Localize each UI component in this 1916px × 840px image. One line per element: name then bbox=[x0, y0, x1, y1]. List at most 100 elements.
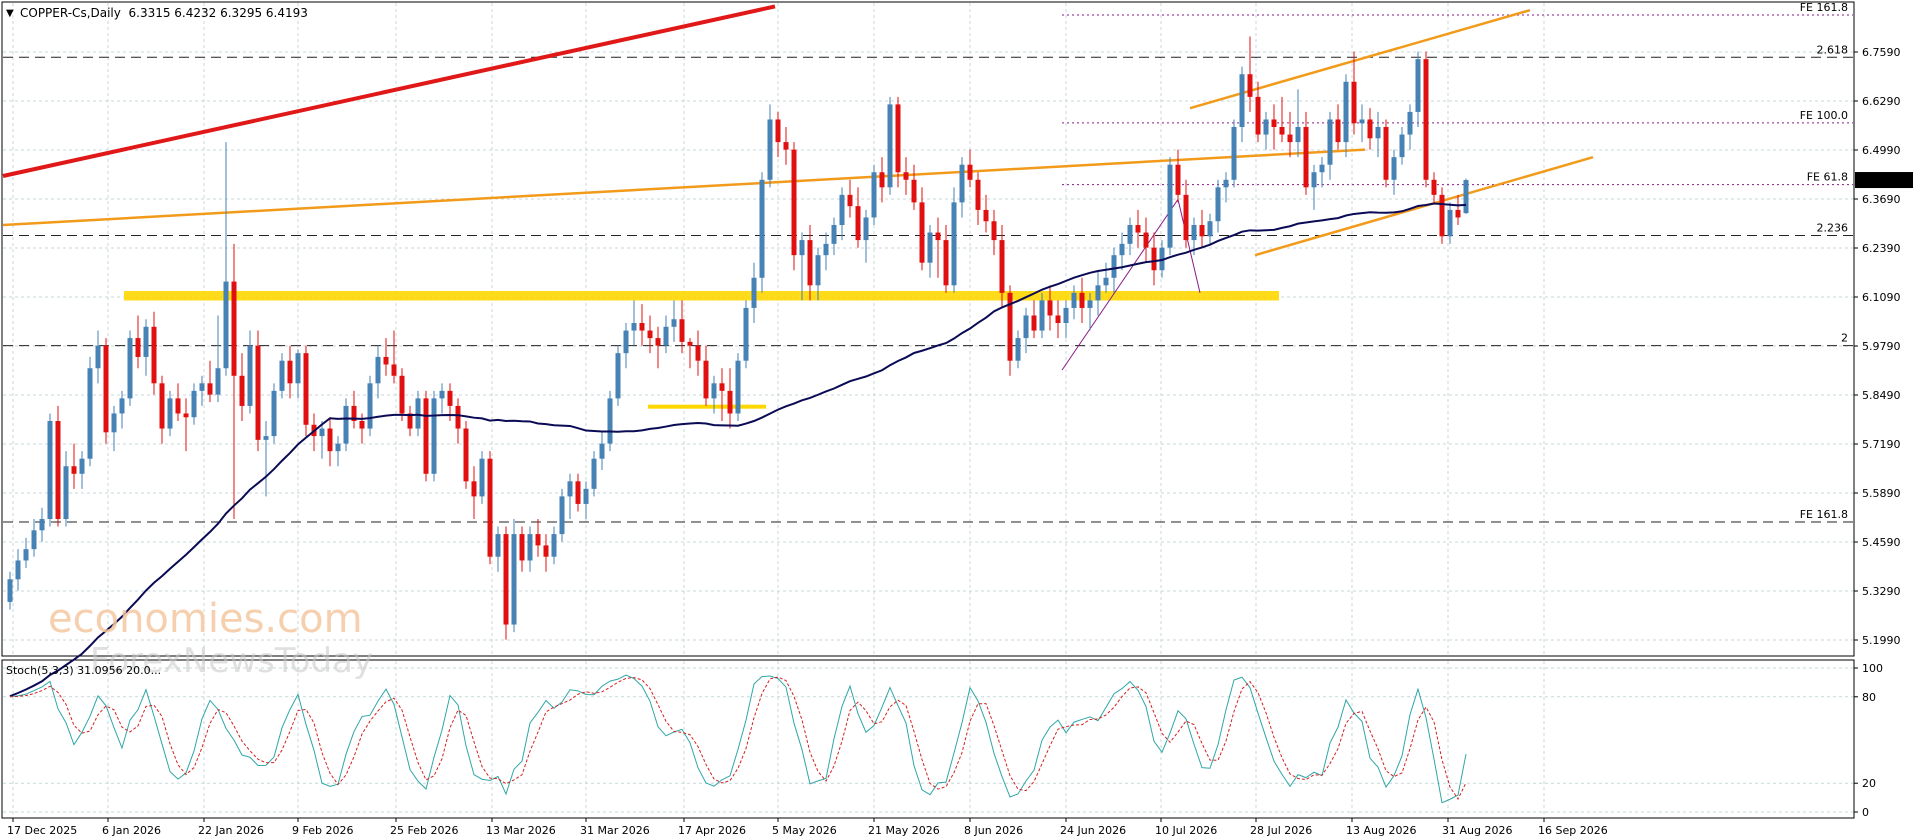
candle-bull bbox=[711, 383, 717, 399]
candle-bull bbox=[263, 436, 269, 440]
stoch-tick-label: 80 bbox=[1862, 691, 1876, 704]
candle-bull bbox=[663, 326, 669, 346]
price-tick-label: 5.1990 bbox=[1862, 634, 1901, 647]
candle-bear bbox=[471, 481, 477, 497]
candle-bear bbox=[639, 323, 645, 331]
candle-bull bbox=[527, 534, 533, 561]
candle-bear bbox=[1007, 292, 1013, 361]
price-tick-label: 5.9790 bbox=[1862, 340, 1901, 353]
price-tick-label: 6.6290 bbox=[1862, 95, 1901, 108]
price-tick-label: 6.1090 bbox=[1862, 291, 1901, 304]
time-tick-label: 22 Jan 2026 bbox=[198, 824, 264, 837]
candle-bull bbox=[751, 277, 757, 308]
price-tick-label: 6.7590 bbox=[1862, 46, 1901, 59]
candle-bull bbox=[551, 534, 557, 557]
candle-bear bbox=[239, 375, 245, 406]
level-label: FE 161.8 bbox=[1800, 508, 1848, 521]
time-tick-label: 31 Mar 2026 bbox=[580, 824, 650, 837]
candle-bear bbox=[151, 326, 157, 384]
candle-bull bbox=[1159, 247, 1165, 271]
candle-bear bbox=[535, 534, 541, 546]
candle-bear bbox=[447, 390, 453, 406]
orange-resistance-line bbox=[2, 148, 1366, 227]
candle-bear bbox=[647, 330, 653, 339]
candle-bull bbox=[87, 368, 93, 459]
candle-bull bbox=[1191, 225, 1197, 241]
candle-bull bbox=[7, 579, 13, 602]
moving-average bbox=[9, 202, 1467, 698]
candle-bull bbox=[1207, 221, 1213, 237]
candle-bear bbox=[1455, 209, 1461, 218]
candle-bull bbox=[1343, 81, 1349, 143]
candle-bull bbox=[631, 323, 637, 331]
watermark-economies: economies.com bbox=[48, 596, 363, 642]
candle-bear bbox=[183, 413, 189, 418]
candle-bear bbox=[1383, 127, 1389, 180]
chart-title: COPPER-Cs,Daily 6.3315 6.4232 6.3295 6.4… bbox=[20, 6, 308, 20]
candle-bear bbox=[1079, 292, 1085, 308]
candle-bull bbox=[1263, 119, 1269, 135]
candle-bull bbox=[1415, 59, 1421, 112]
stoch-main-line bbox=[9, 674, 1467, 804]
candle-bear bbox=[1335, 119, 1341, 143]
candle-bull bbox=[1447, 209, 1453, 237]
candle-bear bbox=[351, 405, 357, 422]
candle-bear bbox=[1047, 300, 1053, 316]
candle-bear bbox=[159, 383, 165, 429]
candle-bull bbox=[759, 179, 765, 278]
candle-bull bbox=[495, 534, 501, 557]
fibo-level-label: FE 61.8 bbox=[1807, 171, 1848, 184]
candle-bear bbox=[1135, 225, 1141, 233]
candle-bull bbox=[1023, 315, 1029, 339]
candle-bear bbox=[727, 390, 733, 414]
current-price-box bbox=[1855, 172, 1913, 189]
time-axis: 17 Dec 2025 6 Jan 2026 22 Jan 2026 9 Feb 20… bbox=[7, 818, 1608, 837]
candle-bear bbox=[575, 481, 581, 504]
candle-bull bbox=[79, 458, 85, 474]
candle-bull bbox=[583, 488, 589, 504]
price-tick-label: 5.8490 bbox=[1862, 389, 1901, 402]
candle-bear bbox=[935, 232, 941, 241]
candle-bear bbox=[71, 466, 77, 474]
candle-bull bbox=[295, 353, 301, 384]
time-tick-label: 13 Aug 2026 bbox=[1346, 824, 1416, 837]
price-tick-label: 6.4990 bbox=[1862, 144, 1901, 157]
candle-bear bbox=[967, 164, 973, 180]
candle-bull bbox=[31, 530, 37, 550]
candle-bull bbox=[887, 104, 893, 188]
candle-bull bbox=[1095, 285, 1101, 301]
candle-bull bbox=[1015, 338, 1021, 361]
time-tick-label: 31 Aug 2026 bbox=[1442, 824, 1512, 837]
candle-bear bbox=[407, 413, 413, 429]
candle-bear bbox=[679, 319, 685, 342]
candle-bull bbox=[815, 255, 821, 286]
candle-bull bbox=[1311, 172, 1317, 188]
time-tick-label: 16 Sep 2026 bbox=[1538, 824, 1608, 837]
yellow-mini-zone bbox=[648, 404, 766, 409]
candle-bear bbox=[503, 534, 509, 625]
candle-bear bbox=[943, 240, 949, 286]
main-pane-border bbox=[1, 1, 1855, 657]
candle-bear bbox=[1247, 74, 1253, 97]
time-tick-label: 17 Apr 2026 bbox=[678, 824, 746, 837]
candle-bull bbox=[167, 398, 173, 429]
red-trend-line bbox=[2, 4, 776, 178]
candle-bull bbox=[143, 326, 149, 357]
candle-bear bbox=[175, 398, 181, 414]
candle-bear bbox=[487, 458, 493, 557]
candle-bear bbox=[543, 545, 549, 557]
candle-bear bbox=[55, 421, 61, 520]
candle-bull bbox=[1119, 243, 1125, 256]
fibo-level-label: FE 161.8 bbox=[1800, 1, 1848, 14]
candle-bull bbox=[39, 519, 45, 531]
candle-bear bbox=[783, 142, 789, 150]
candle-bull bbox=[439, 390, 445, 399]
candle-bear bbox=[103, 345, 109, 433]
trend-lines bbox=[2, 4, 1594, 371]
stoch-tick-label: 20 bbox=[1862, 777, 1876, 790]
horizontal-levels: 2.618 2.236 2 FE 161.8 FE 161.8 FE 100.0 FE 61… bbox=[3, 1, 1853, 523]
candle-bull bbox=[767, 119, 773, 180]
candle-bear bbox=[1303, 127, 1309, 188]
candle-bull bbox=[1063, 307, 1069, 324]
